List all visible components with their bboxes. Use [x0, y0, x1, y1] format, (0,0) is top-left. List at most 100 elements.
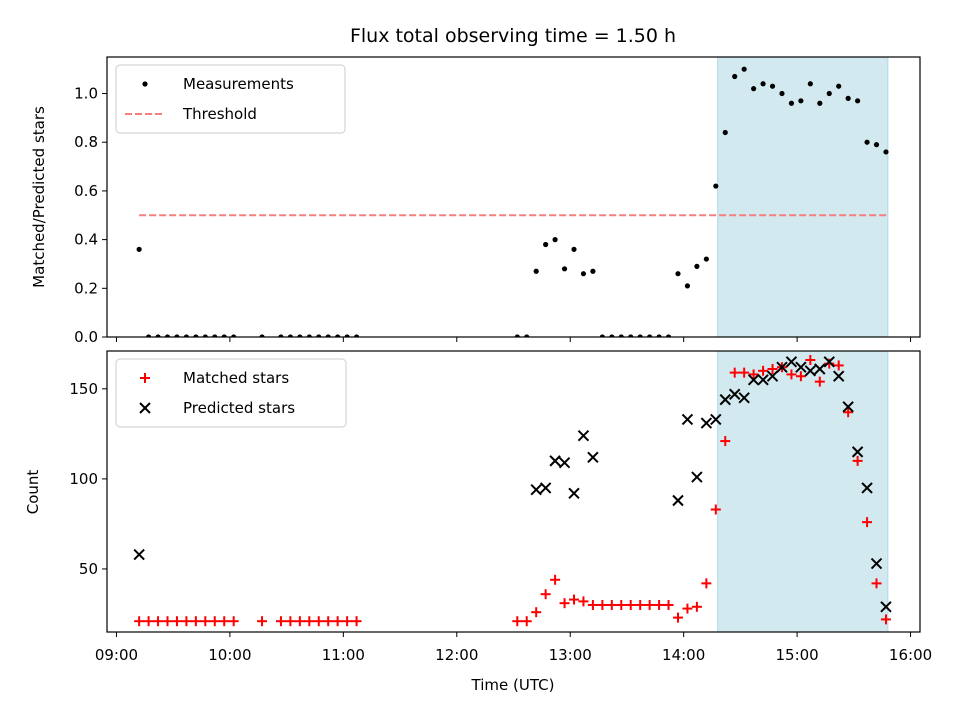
matched-stars-point: [181, 616, 192, 627]
predicted-stars-point: [823, 356, 835, 368]
ratio-y-axis-label: Matched/Predicted stars: [30, 106, 48, 288]
measurement-point: [231, 334, 237, 337]
matched-stars-point: [597, 599, 608, 610]
matched-stars-point: [578, 596, 589, 607]
measurement-point: [353, 334, 360, 337]
measurement-point: [212, 334, 218, 337]
matched-stars-point: [228, 616, 239, 627]
legend-predicted-marker: [139, 402, 151, 414]
measurement-point: [335, 334, 341, 337]
measurement-point: [628, 334, 634, 337]
matched-stars-point: [294, 616, 305, 627]
x-tick-label: 15:00: [775, 646, 818, 664]
ratio-y-tick-label: 0.2: [74, 279, 98, 297]
legend-label: Matched stars: [183, 369, 289, 387]
ratio-y-tick-label: 0.8: [74, 133, 98, 151]
x-tick-label: 14:00: [662, 646, 705, 664]
matched-stars-point: [569, 594, 580, 605]
measurement-point: [580, 271, 587, 277]
measurement-point: [609, 334, 615, 337]
matched-stars-point: [682, 603, 693, 614]
legend-label: Predicted stars: [183, 399, 295, 417]
predicted-stars-point: [729, 388, 741, 400]
measurement-point: [297, 334, 303, 337]
matched-stars-point: [512, 616, 523, 627]
matched-stars-point: [219, 616, 230, 627]
matched-stars-point: [710, 504, 721, 515]
measurement-point: [164, 334, 171, 337]
predicted-stars-point: [785, 356, 798, 368]
measurement-point: [855, 98, 861, 104]
measurement-point: [845, 95, 851, 101]
ratio-y-tick-label: 0.0: [74, 328, 98, 346]
measurement-point: [287, 334, 293, 337]
measurement-point: [278, 334, 284, 337]
matched-stars-point: [285, 616, 296, 627]
matched-stars-point: [824, 358, 835, 369]
matched-stars-point: [739, 367, 750, 378]
x-axis-label: Time (UTC): [471, 676, 555, 694]
measurement-point: [883, 149, 889, 155]
predicted-stars-point: [851, 446, 864, 458]
measurement-point: [732, 73, 738, 80]
measurement-point: [713, 183, 719, 189]
count-data: [133, 355, 892, 627]
measurement-point: [155, 334, 161, 337]
matched-stars-point: [332, 616, 343, 627]
measurement-point: [647, 334, 653, 337]
predicted-stars-point: [577, 429, 590, 442]
measurement-point: [306, 334, 312, 337]
matched-stars-point: [304, 616, 315, 627]
legend-label: Threshold: [182, 105, 257, 123]
matched-stars-point: [351, 616, 362, 627]
x-tick-label: 09:00: [95, 646, 138, 664]
measurement-point: [145, 334, 152, 337]
measurement-point: [798, 98, 804, 104]
matched-stars-point: [153, 616, 164, 627]
x-tick-label: 16:00: [889, 646, 932, 664]
legend-label: Measurements: [183, 75, 294, 93]
matched-stars-point: [323, 616, 334, 627]
measurement-point: [543, 241, 549, 248]
count-legend: Matched stars Predicted stars: [115, 358, 347, 428]
matched-stars-point: [200, 616, 211, 627]
ratio-y-tick-label: 1.0: [74, 85, 98, 103]
matched-stars-point: [616, 599, 627, 610]
matched-stars-point: [871, 578, 882, 589]
predicted-stars-point: [747, 374, 760, 386]
predicted-stars-point: [804, 365, 817, 377]
measurement-point: [183, 334, 190, 337]
measurement-point: [571, 246, 577, 252]
chart-title: Flux total observing time = 1.50 h: [350, 25, 676, 47]
matched-stars-point: [654, 599, 665, 610]
measurement-point: [665, 334, 672, 337]
matched-stars-point: [833, 360, 844, 371]
matched-stars-point: [275, 616, 286, 627]
matched-stars-point: [559, 598, 570, 609]
measurement-point: [136, 246, 142, 252]
measurement-point: [703, 256, 709, 262]
matched-stars-point: [190, 616, 201, 627]
measurement-point: [836, 83, 842, 89]
matched-stars-point: [209, 616, 220, 627]
matched-stars-point: [134, 616, 145, 627]
predicted-stars-point: [549, 455, 561, 467]
measurement-point: [637, 334, 643, 337]
predicted-stars-point: [587, 451, 599, 463]
measurement-point: [259, 334, 265, 337]
predicted-stars-point: [672, 494, 684, 507]
predicted-stars-point: [832, 370, 845, 382]
ratio-axes-frame: [106, 56, 921, 338]
count-legend-box: [115, 358, 347, 428]
measurement-point: [684, 283, 691, 289]
predicted-stars-point: [558, 456, 571, 469]
legend-matched-marker: [140, 373, 150, 383]
ratio-observing-span: [717, 56, 889, 338]
predicted-stars-point: [530, 483, 542, 496]
count-y-tick-label: 100: [69, 470, 98, 488]
matched-stars-point: [852, 455, 863, 466]
measurement-point: [864, 139, 870, 145]
measurement-point: [325, 334, 331, 337]
measurement-point: [590, 268, 596, 274]
